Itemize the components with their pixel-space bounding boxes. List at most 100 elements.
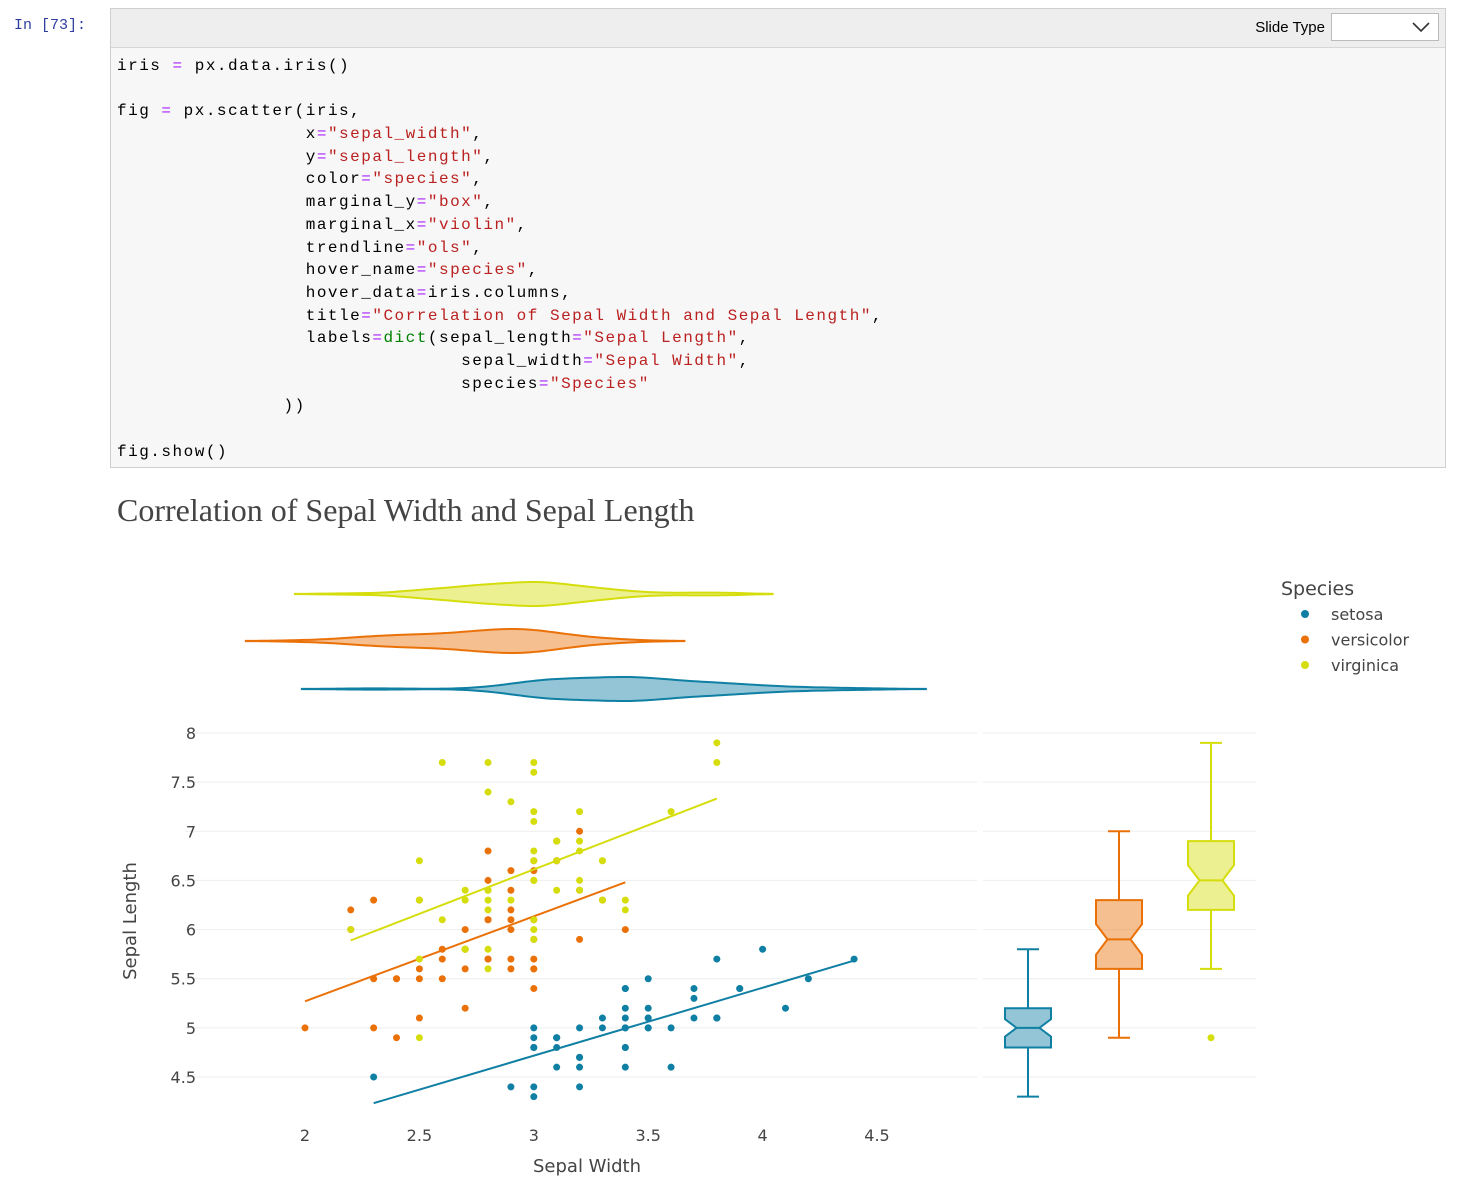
code-line: marginal_y="box", <box>117 193 495 212</box>
point-versicolor <box>576 827 584 835</box>
legend-item-versicolor[interactable]: versicolor <box>1331 631 1409 650</box>
legend-item-setosa[interactable]: setosa <box>1331 605 1383 624</box>
x-tick-label: 2 <box>300 1126 310 1145</box>
point-versicolor <box>507 926 515 934</box>
code-line: hover_name="species", <box>117 261 539 280</box>
code-line: )) <box>117 397 306 416</box>
point-virginica <box>576 808 584 816</box>
point-virginica <box>461 945 469 953</box>
point-setosa <box>850 955 858 963</box>
point-setosa <box>667 1024 675 1032</box>
point-setosa <box>621 1004 629 1012</box>
code-cell[interactable]: Slide Type iris = px.data.iris() fig = px… <box>110 8 1446 468</box>
point-setosa <box>621 1044 629 1052</box>
code-line: title="Correlation of Sepal Width and Se… <box>117 306 884 325</box>
point-setosa <box>621 1024 629 1032</box>
point-setosa <box>576 1083 584 1091</box>
trendline-virginica <box>350 797 718 942</box>
code-line: x="sepal_width", <box>117 125 484 144</box>
point-virginica <box>530 817 538 825</box>
code-line: hover_data=iris.columns, <box>117 283 573 302</box>
code-line: marginal_x="violin", <box>117 215 528 234</box>
point-virginica <box>576 876 584 884</box>
code-editor[interactable]: iris = px.data.iris() fig = px.scatter(ir… <box>117 55 883 463</box>
y-tick-label: 5 <box>186 1019 196 1038</box>
point-virginica <box>347 926 355 934</box>
point-setosa <box>530 1044 538 1052</box>
point-setosa <box>530 1083 538 1091</box>
point-virginica <box>438 916 446 924</box>
legend-title: Species <box>1281 578 1354 600</box>
point-setosa <box>598 1014 606 1022</box>
point-virginica <box>667 808 675 816</box>
violin-virginica <box>293 580 774 608</box>
point-virginica <box>598 857 606 865</box>
point-versicolor <box>530 985 538 993</box>
point-versicolor <box>484 876 492 884</box>
point-virginica <box>530 916 538 924</box>
violin-setosa <box>300 675 927 703</box>
slide-type-select[interactable] <box>1331 13 1439 41</box>
point-virginica <box>415 896 423 904</box>
point-versicolor <box>507 867 515 875</box>
point-versicolor <box>393 1034 401 1042</box>
point-setosa <box>553 1044 561 1052</box>
point-setosa <box>690 1014 698 1022</box>
box-outlier-virginica <box>1207 1034 1215 1042</box>
point-versicolor <box>438 975 446 983</box>
y-axis-label: Sepal Length <box>120 862 141 980</box>
cell-toolbar: Slide Type <box>111 9 1445 48</box>
point-virginica <box>530 857 538 865</box>
point-setosa <box>576 1063 584 1071</box>
legend-item-virginica[interactable]: virginica <box>1331 656 1399 675</box>
point-virginica <box>530 847 538 855</box>
chevron-down-icon <box>1412 22 1430 33</box>
trendline-setosa <box>373 959 855 1105</box>
point-setosa <box>576 1024 584 1032</box>
y-tick-label: 7.5 <box>171 773 196 792</box>
x-tick-label: 3 <box>529 1126 539 1145</box>
point-versicolor <box>507 886 515 894</box>
point-versicolor <box>507 965 515 973</box>
point-virginica <box>621 896 629 904</box>
point-virginica <box>484 788 492 796</box>
point-setosa <box>576 1053 584 1061</box>
point-virginica <box>438 758 446 766</box>
point-setosa <box>530 1093 538 1101</box>
point-setosa <box>690 985 698 993</box>
point-setosa <box>713 955 721 963</box>
point-virginica <box>484 758 492 766</box>
point-versicolor <box>415 975 423 983</box>
x-tick-label: 3.5 <box>635 1126 660 1145</box>
x-tick-label: 4.5 <box>864 1126 889 1145</box>
point-virginica <box>484 886 492 894</box>
chart-title: Correlation of Sepal Width and Sepal Len… <box>117 492 695 528</box>
legend-marker-setosa <box>1301 610 1309 618</box>
point-setosa <box>621 1063 629 1071</box>
violin-versicolor <box>244 627 686 655</box>
y-tick-label: 5.5 <box>171 970 196 989</box>
point-setosa <box>759 945 767 953</box>
point-versicolor <box>438 945 446 953</box>
code-line: fig.show() <box>117 442 229 461</box>
point-virginica <box>553 837 561 845</box>
code-line: labels=dict(sepal_length="Sepal Length", <box>117 329 750 348</box>
point-versicolor <box>484 955 492 963</box>
point-versicolor <box>393 975 401 983</box>
point-versicolor <box>370 1024 378 1032</box>
code-line: iris = px.data.iris() <box>117 57 351 75</box>
point-virginica <box>530 935 538 943</box>
x-axis-label: Sepal Width <box>533 1156 641 1177</box>
legend-marker-versicolor <box>1301 635 1309 644</box>
point-versicolor <box>530 965 538 973</box>
point-versicolor <box>461 965 469 973</box>
point-virginica <box>530 808 538 816</box>
point-setosa <box>644 1024 652 1032</box>
point-virginica <box>484 965 492 973</box>
point-versicolor <box>461 1004 469 1012</box>
code-line: species="Species" <box>117 374 650 393</box>
point-virginica <box>415 955 423 963</box>
point-setosa <box>644 975 652 983</box>
point-versicolor <box>530 955 538 963</box>
code-line: sepal_width="Sepal Width", <box>117 351 750 370</box>
